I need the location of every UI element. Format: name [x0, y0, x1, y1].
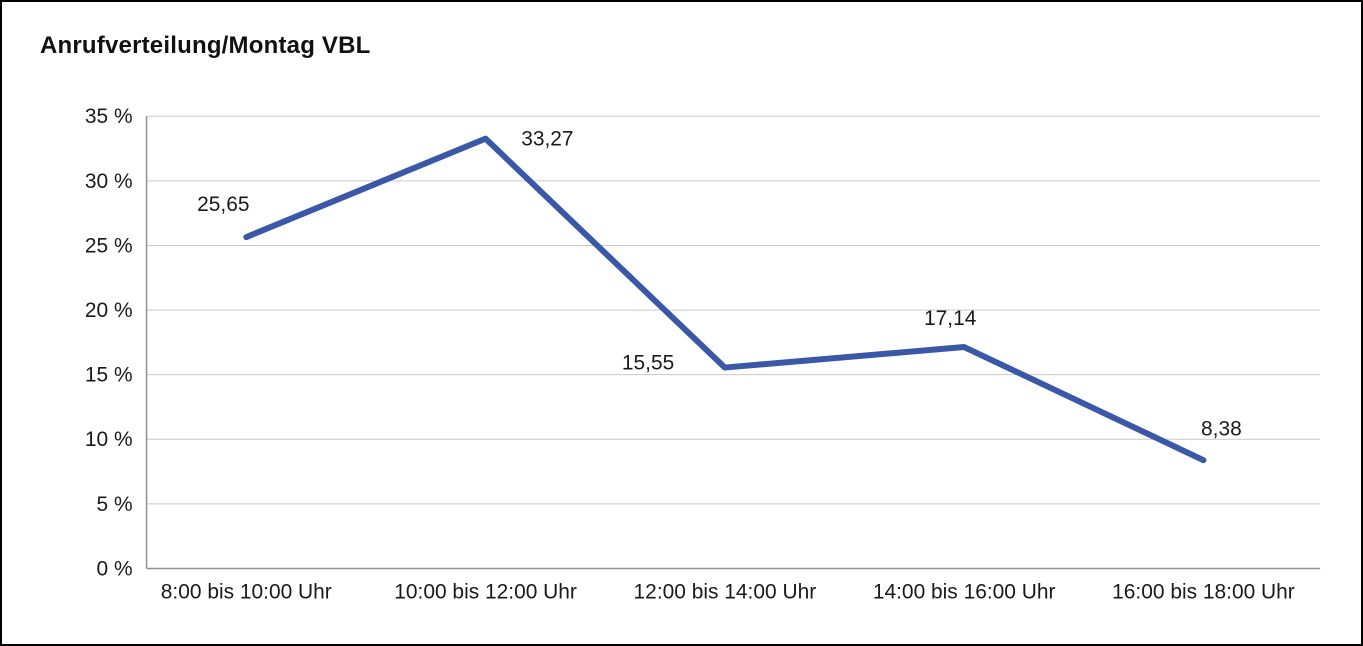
y-tick-label: 10 %: [85, 428, 133, 451]
y-tick-label: 25 %: [85, 234, 133, 257]
x-category-label: 8:00 bis 10:00 Uhr: [161, 580, 332, 603]
y-tick-label: 0 %: [97, 557, 133, 580]
y-tick-label: 20 %: [85, 299, 133, 322]
x-category-label: 12:00 bis 14:00 Uhr: [634, 580, 817, 603]
value-label: 17,14: [924, 307, 976, 330]
chart-title: Anrufverteilung/Montag VBL: [40, 32, 371, 59]
value-label: 25,65: [197, 193, 249, 216]
x-category-label: 14:00 bis 16:00 Uhr: [873, 580, 1056, 603]
value-label: 8,38: [1201, 417, 1242, 440]
series-line: [243, 135, 1207, 464]
y-tick-label: 30 %: [85, 170, 133, 193]
value-label: 15,55: [622, 352, 674, 375]
x-category-label: 10:00 bis 12:00 Uhr: [394, 580, 577, 603]
x-category-label: 16:00 bis 18:00 Uhr: [1112, 580, 1295, 603]
y-tick-label: 15 %: [85, 364, 133, 387]
y-tick-label: 35 %: [85, 105, 133, 128]
y-tick-label: 5 %: [97, 493, 133, 516]
value-label: 33,27: [521, 128, 573, 151]
